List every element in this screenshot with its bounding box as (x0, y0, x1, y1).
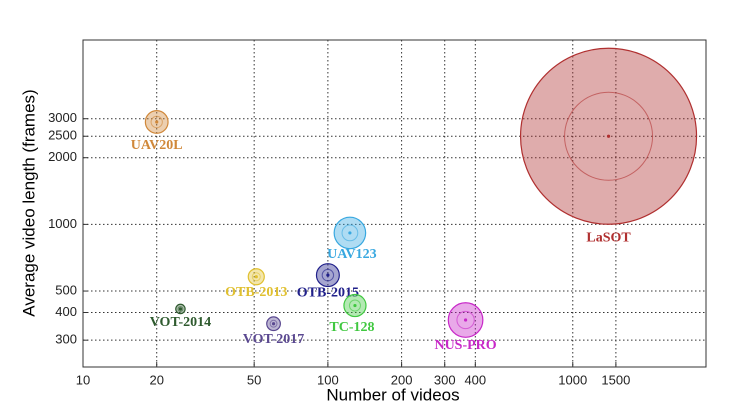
x-tick-label: 100 (317, 372, 339, 387)
y-axis-label: Average video length (frames) (19, 89, 38, 316)
bubble-ring (348, 299, 361, 312)
bubble-label: VOT-2017 (243, 332, 304, 347)
bubble-label: NUS-PRO (434, 338, 496, 353)
bubble-ring (251, 272, 261, 282)
bubble-center (254, 275, 258, 279)
y-tick-label: 2000 (48, 149, 77, 164)
bubble-ring (321, 268, 335, 282)
x-axis-label: Number of videos (326, 385, 459, 404)
y-tick-label: 2500 (48, 128, 77, 143)
y-tick-label: 3000 (48, 110, 77, 125)
bubble-label: VOT-2014 (150, 315, 211, 330)
bubble-label: TC-128 (329, 320, 374, 335)
bubble-ring (564, 91, 654, 181)
bubble-label: UAV123 (327, 247, 377, 262)
plot-frame (82, 39, 707, 368)
bubble-center (353, 303, 357, 308)
bubble-center (271, 322, 276, 326)
x-tick-label: 20 (149, 372, 163, 387)
x-tick-label: 200 (391, 372, 413, 387)
bubble-center (178, 307, 183, 311)
bubble-center (155, 120, 159, 124)
bubble-label: OTB-2013 (225, 285, 287, 300)
y-tick-label: 300 (55, 332, 77, 347)
bubble-label: OTB-2015 (297, 285, 359, 300)
x-tick-label: 50 (247, 372, 261, 387)
y-tick-label: 1000 (48, 216, 77, 231)
bubble-center (348, 231, 352, 235)
bubble-ring (150, 115, 163, 129)
x-tick-label: 400 (464, 372, 486, 387)
x-tick-label: 1500 (601, 372, 630, 387)
y-tick-label: 400 (55, 304, 77, 319)
x-tick-label: 1000 (558, 372, 587, 387)
y-tick-label: 500 (55, 282, 77, 297)
bubble-ring (269, 319, 278, 328)
bubble-ring (456, 310, 475, 330)
x-tick-label: 10 (76, 372, 90, 387)
bubble-center (326, 273, 330, 277)
bubble-ring (177, 306, 184, 312)
x-tick-label: 300 (434, 372, 456, 387)
bubble-label: LaSOT (586, 230, 631, 245)
bubble-label: UAV20L (131, 138, 183, 153)
bubble-ring (341, 224, 359, 242)
bubble-center (463, 318, 468, 322)
bubble-center (606, 134, 611, 138)
